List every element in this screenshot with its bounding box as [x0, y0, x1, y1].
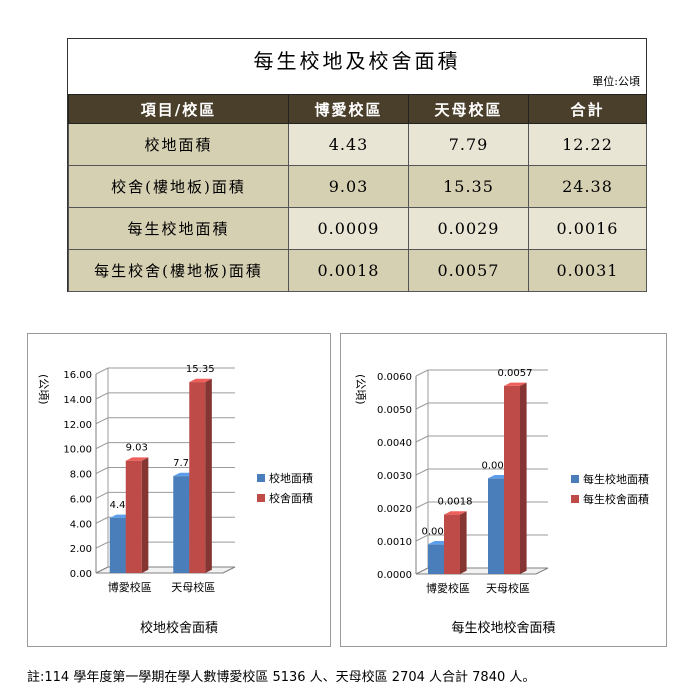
- table-title: 每生校地及校舍面積: [253, 49, 461, 73]
- y-axis-label: (公頃): [37, 374, 50, 405]
- legend-swatch: [257, 494, 265, 502]
- table-row: 校地面積 4.43 7.79 12.22: [68, 123, 647, 166]
- y-tick-label: 0.0050: [377, 405, 412, 416]
- bar: [504, 385, 520, 574]
- y-tick-label: 0.0040: [377, 438, 412, 449]
- table-cell: 24.38: [528, 165, 647, 208]
- y-tick-label: 8.00: [70, 470, 92, 481]
- row-label: 每生校地面積: [68, 207, 289, 250]
- table-header-row: 項目/校區 博愛校區 天母校區 合計: [68, 94, 647, 124]
- column-header: 天母校區: [408, 94, 529, 124]
- data-label: 0.0009: [422, 526, 457, 537]
- legend-swatch: [257, 474, 265, 482]
- table-cell: 4.43: [288, 123, 409, 166]
- area-table-panel: 每生校地及校舍面積 單位:公頃 項目/校區 博愛校區 天母校區 合計 校地面積 …: [67, 38, 647, 292]
- data-label: 4.43: [110, 500, 132, 511]
- table-row: 每生校舍(樓地板)面積 0.0018 0.0057 0.0031: [68, 249, 647, 292]
- y-axis-label: (公頃): [354, 374, 367, 405]
- campus-area-chart-panel: 0.00 2.00 4.00 6.00 8.00 10.00 12.00 14.00 16.00…: [27, 333, 331, 647]
- table-cell: 0.0018: [288, 249, 409, 292]
- row-label: 校地面積: [68, 123, 289, 166]
- footnote: 註:114 學年度第一學期在學人數博愛校區 5136 人、天母校區 2704 人…: [27, 670, 536, 685]
- gridline: [95, 442, 235, 450]
- table-unit: 單位:公頃: [592, 75, 640, 88]
- x-tick-label: 博愛校區: [426, 581, 470, 595]
- chart-caption: 校地校舍面積: [139, 621, 218, 636]
- column-header: 合計: [528, 94, 647, 124]
- chart-caption: 每生校地校舍面積: [451, 621, 556, 636]
- table-cell: 9.03: [288, 165, 409, 208]
- gridline: [95, 467, 235, 474]
- legend-label: 校舍面積: [269, 491, 313, 505]
- bar-top: [125, 457, 149, 461]
- bar-top: [189, 378, 212, 383]
- table-row: 每生校地面積 0.0009 0.0029 0.0016: [68, 207, 647, 250]
- table-row: 校舍(樓地板)面積 9.03 15.35 24.38: [68, 165, 647, 208]
- y-tick-label: 0.0010: [377, 537, 412, 548]
- bar: [173, 476, 190, 573]
- data-label: 15.35: [186, 364, 215, 375]
- y-tick-label: 12.00: [63, 420, 92, 431]
- bar: [428, 544, 444, 574]
- campus-area-chart: 0.00 2.00 4.00 6.00 8.00 10.00 12.00 14.00 16.00…: [37, 364, 313, 594]
- legend-label: 校地面積: [269, 471, 313, 485]
- y-tick-label: 4.00: [70, 519, 92, 530]
- y-tick-label: 0.0020: [377, 504, 412, 515]
- data-label: 0.0029: [482, 460, 517, 471]
- table-cell: 12.22: [528, 123, 647, 166]
- y-tick-label: 0.0030: [377, 471, 412, 482]
- bar: [488, 478, 504, 574]
- table-cell: 0.0057: [408, 249, 529, 292]
- bar-top: [504, 382, 527, 386]
- legend-swatch: [571, 495, 579, 503]
- legend-label: 每生校舍面積: [583, 492, 649, 506]
- bar: [444, 514, 460, 574]
- y-tick-label: 2.00: [70, 544, 92, 555]
- table-cell: 0.0009: [288, 207, 409, 250]
- x-tick-label: 天母校區: [486, 581, 530, 595]
- gridline: [415, 435, 548, 443]
- gridline: [415, 402, 548, 410]
- row-label: 校舍(樓地板)面積: [68, 165, 289, 208]
- bar: [109, 517, 126, 573]
- column-header: 項目/校區: [68, 94, 289, 124]
- gridline: [95, 417, 235, 425]
- y-tick-label: 0.0060: [377, 372, 412, 383]
- table-cell: 0.0029: [408, 207, 529, 250]
- table-cell: 15.35: [408, 165, 529, 208]
- per-student-area-chart-panel: 0.0000 0.0010 0.0020 0.0030 0.0040 0.0050 0.00…: [340, 333, 667, 647]
- data-label: 7.79: [173, 458, 195, 469]
- table-cell: 0.0031: [528, 249, 647, 292]
- x-tick-label: 博愛校區: [108, 580, 152, 594]
- bar-side: [205, 378, 212, 573]
- table-cell: 7.79: [408, 123, 529, 166]
- y-tick-label: 6.00: [70, 494, 92, 505]
- x-tick-label: 天母校區: [171, 580, 215, 594]
- bar-side: [520, 382, 527, 574]
- bar-top: [444, 511, 467, 515]
- gridline: [95, 392, 235, 400]
- y-tick-label: 0.0000: [377, 570, 412, 581]
- y-tick-label: 14.00: [63, 395, 92, 406]
- gridline: [415, 501, 548, 509]
- data-label: 0.0057: [498, 368, 533, 379]
- area-table: 項目/校區 博愛校區 天母校區 合計 校地面積 4.43 7.79 12.22 …: [68, 94, 647, 292]
- bar: [125, 460, 142, 573]
- per-student-area-chart: 0.0000 0.0010 0.0020 0.0030 0.0040 0.0050 0.00…: [354, 368, 649, 595]
- bar: [189, 382, 206, 573]
- y-tick-label: 10.00: [63, 445, 92, 456]
- y-tick-label: 16.00: [63, 370, 92, 381]
- gridline: [95, 491, 235, 499]
- bar-side: [141, 457, 149, 573]
- table-cell: 0.0016: [528, 207, 647, 250]
- legend-label: 每生校地面積: [583, 472, 649, 486]
- data-label: 0.0018: [438, 497, 473, 508]
- row-label: 每生校舍(樓地板)面積: [68, 249, 289, 292]
- y-tick-label: 0.00: [70, 569, 92, 580]
- bar-side: [460, 511, 467, 574]
- column-header: 博愛校區: [288, 94, 409, 124]
- legend-swatch: [571, 475, 579, 483]
- data-label: 9.03: [126, 443, 148, 454]
